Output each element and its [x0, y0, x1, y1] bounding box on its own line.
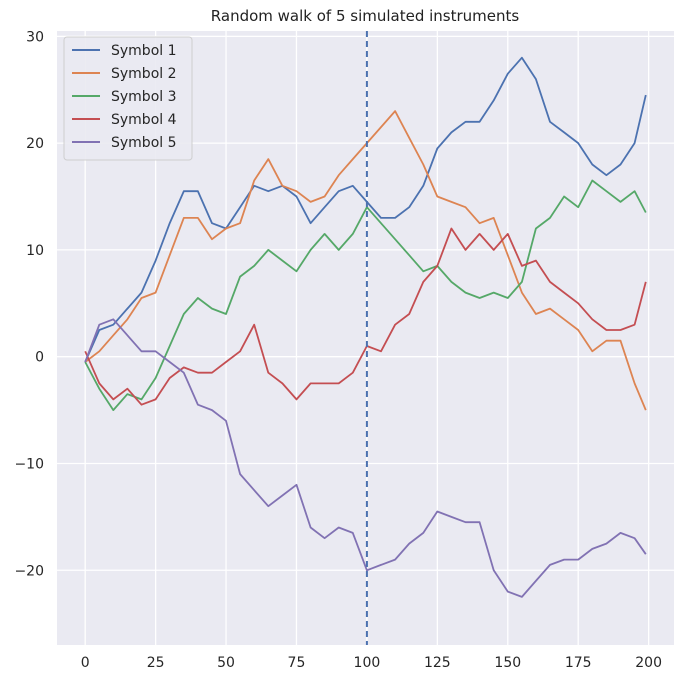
- y-tick-label: 20: [26, 136, 44, 152]
- legend-label: Symbol 3: [111, 89, 177, 105]
- y-tick-label: −20: [14, 563, 44, 579]
- legend-label: Symbol 4: [111, 112, 177, 128]
- x-tick-label: 50: [217, 655, 235, 671]
- y-tick-label: 10: [26, 243, 44, 259]
- x-tick-label: 25: [147, 655, 165, 671]
- grid: [57, 31, 674, 645]
- x-tick-label: 75: [288, 655, 306, 671]
- x-tick-label: 200: [635, 655, 662, 671]
- x-tick-label: 150: [494, 655, 521, 671]
- y-axis-ticks: −20 −10 0 10 20 30: [14, 29, 44, 579]
- x-tick-label: 100: [354, 655, 381, 671]
- x-tick-label: 0: [81, 655, 90, 671]
- legend-label: Symbol 1: [111, 43, 177, 59]
- x-tick-label: 125: [424, 655, 451, 671]
- y-tick-label: −10: [14, 456, 44, 472]
- legend: Symbol 1 Symbol 2 Symbol 3 Symbol 4 Symbol 5: [63, 36, 193, 161]
- legend-box: [63, 36, 193, 161]
- legend-label: Symbol 2: [111, 66, 177, 82]
- y-tick-label: 30: [26, 29, 44, 45]
- series-line-symbol-5: [84, 318, 647, 598]
- y-tick-label: 0: [35, 350, 44, 366]
- x-tick-label: 175: [565, 655, 592, 671]
- chart-title: Random walk of 5 simulated instruments: [211, 7, 520, 25]
- legend-label: Symbol 5: [111, 135, 177, 151]
- x-axis-ticks: 0 25 50 75 100 125 150 175 200: [81, 655, 662, 671]
- series-line-symbol-3: [84, 179, 647, 412]
